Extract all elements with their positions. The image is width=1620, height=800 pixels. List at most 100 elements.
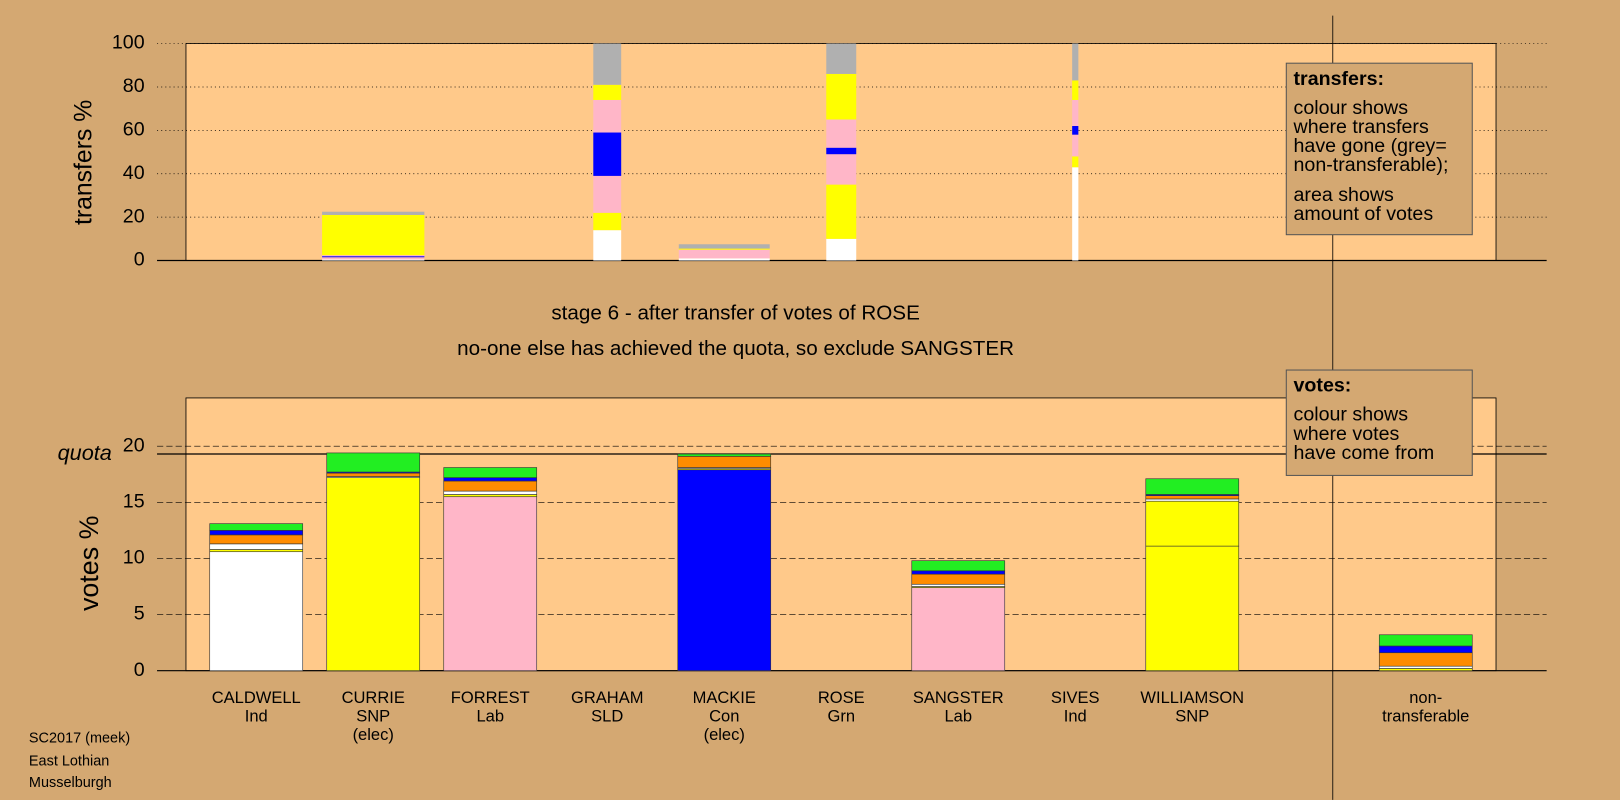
y-tick-label: 0 bbox=[134, 659, 145, 681]
y-axis-label: votes % bbox=[74, 515, 104, 611]
bar-segment bbox=[826, 119, 857, 148]
x-tick-label: transferable bbox=[1382, 707, 1469, 726]
bar-segment bbox=[1145, 498, 1240, 502]
y-tick-label: 5 bbox=[134, 603, 145, 625]
footer-text: Musselburgh bbox=[29, 775, 112, 791]
bar-segment bbox=[443, 490, 538, 495]
legend-text: colour shows bbox=[1294, 404, 1409, 426]
bar-segment bbox=[593, 99, 622, 133]
legend-text: colour shows bbox=[1294, 97, 1409, 119]
bar-segment bbox=[209, 530, 304, 536]
bar-segment bbox=[1145, 500, 1240, 547]
y-tick-label: 10 bbox=[123, 547, 145, 569]
bar-segment bbox=[1378, 665, 1473, 669]
bar-segment bbox=[1072, 167, 1079, 261]
x-tick-label: CALDWELL bbox=[212, 688, 301, 707]
legend-text: amount of votes bbox=[1294, 203, 1434, 225]
legend-text: where votes bbox=[1293, 423, 1400, 445]
footer-text: East Lothian bbox=[29, 753, 109, 769]
y-tick-label: 15 bbox=[123, 491, 145, 513]
y-tick-label: 60 bbox=[123, 119, 145, 141]
bar-segment bbox=[826, 154, 857, 185]
x-tick-label: SNP bbox=[356, 707, 390, 726]
bar-segment bbox=[209, 551, 304, 671]
legend-text: non-transferable); bbox=[1294, 154, 1449, 176]
bar-segment bbox=[678, 248, 770, 250]
bar-segment bbox=[911, 570, 1006, 575]
legend-heading: transfers: bbox=[1294, 68, 1385, 90]
bar-segment bbox=[322, 257, 425, 260]
x-tick-label: WILLIAMSON bbox=[1140, 688, 1244, 707]
bar-segment bbox=[677, 469, 772, 671]
y-tick-label: 20 bbox=[123, 434, 145, 456]
bar-segment bbox=[326, 472, 421, 477]
bar-segment bbox=[443, 467, 538, 478]
legend-heading: votes: bbox=[1294, 375, 1352, 397]
legend-text: have gone (grey= bbox=[1294, 135, 1447, 157]
x-tick-label: GRAHAM bbox=[571, 688, 644, 707]
legend-box bbox=[1285, 62, 1473, 236]
y-axis-label: transfers % bbox=[70, 100, 97, 225]
subtitle: no-one else has achieved the quota, so e… bbox=[457, 337, 1014, 360]
y-tick-label: 40 bbox=[123, 162, 145, 184]
bar-segment bbox=[593, 175, 622, 213]
bar-segment bbox=[326, 477, 421, 671]
bar-segment bbox=[322, 211, 425, 215]
x-tick-label: SNP bbox=[1175, 707, 1209, 726]
bar-segment bbox=[826, 147, 857, 155]
bar-segment bbox=[443, 477, 538, 482]
bar-segment bbox=[677, 455, 772, 468]
bar-segment bbox=[593, 230, 622, 261]
x-tick-label: Lab bbox=[944, 707, 972, 726]
x-tick-label: Ind bbox=[1064, 707, 1087, 726]
bar-segment bbox=[911, 587, 1006, 671]
bar-segment bbox=[1378, 652, 1473, 667]
bar-segment bbox=[209, 543, 304, 550]
bar-segment bbox=[443, 480, 538, 492]
bar-segment bbox=[911, 560, 1006, 572]
bar-segment bbox=[593, 43, 622, 85]
bar-segment bbox=[678, 254, 770, 259]
bar-segment bbox=[826, 238, 857, 261]
bar-segment bbox=[1072, 134, 1079, 157]
x-tick-label: FORREST bbox=[451, 688, 530, 707]
bar-segment bbox=[1072, 43, 1079, 81]
bar-segment bbox=[322, 256, 425, 258]
bar-segment bbox=[443, 494, 538, 498]
bar-segment bbox=[1378, 645, 1473, 654]
x-tick-label: non- bbox=[1409, 688, 1442, 707]
bar-segment bbox=[1378, 634, 1473, 647]
bar-segment bbox=[209, 534, 304, 545]
y-tick-label: 100 bbox=[112, 32, 145, 54]
x-tick-label: SLD bbox=[591, 707, 623, 726]
legend-text: where transfers bbox=[1293, 116, 1429, 138]
legend-text: area shows bbox=[1294, 184, 1395, 206]
bar-segment bbox=[678, 249, 770, 255]
x-tick-label: (elec) bbox=[353, 725, 394, 744]
bar-segment bbox=[1072, 126, 1079, 135]
y-tick-label: 0 bbox=[134, 249, 145, 271]
bar-segment bbox=[1145, 478, 1240, 495]
bar-segment bbox=[826, 184, 857, 239]
x-tick-label: Con bbox=[709, 707, 739, 726]
x-tick-label: (elec) bbox=[704, 725, 745, 744]
bar-segment bbox=[1072, 80, 1079, 100]
x-tick-label: Grn bbox=[827, 707, 855, 726]
y-tick-label: 20 bbox=[123, 205, 145, 227]
bar-segment bbox=[593, 212, 622, 231]
y-tick-label: 80 bbox=[123, 75, 145, 97]
bar-segment bbox=[677, 453, 772, 457]
bar-segment bbox=[826, 73, 857, 120]
x-tick-label: CURRIE bbox=[342, 688, 405, 707]
bar-segment bbox=[678, 258, 770, 261]
bar-segment bbox=[678, 244, 770, 249]
footer-text: SC2017 (meek) bbox=[29, 731, 130, 747]
bar-segment bbox=[911, 573, 1006, 585]
x-tick-label: Ind bbox=[245, 707, 268, 726]
bar-segment bbox=[322, 214, 425, 256]
x-tick-label: SIVES bbox=[1051, 688, 1100, 707]
x-tick-label: SANGSTER bbox=[913, 688, 1004, 707]
x-tick-label: Lab bbox=[476, 707, 504, 726]
